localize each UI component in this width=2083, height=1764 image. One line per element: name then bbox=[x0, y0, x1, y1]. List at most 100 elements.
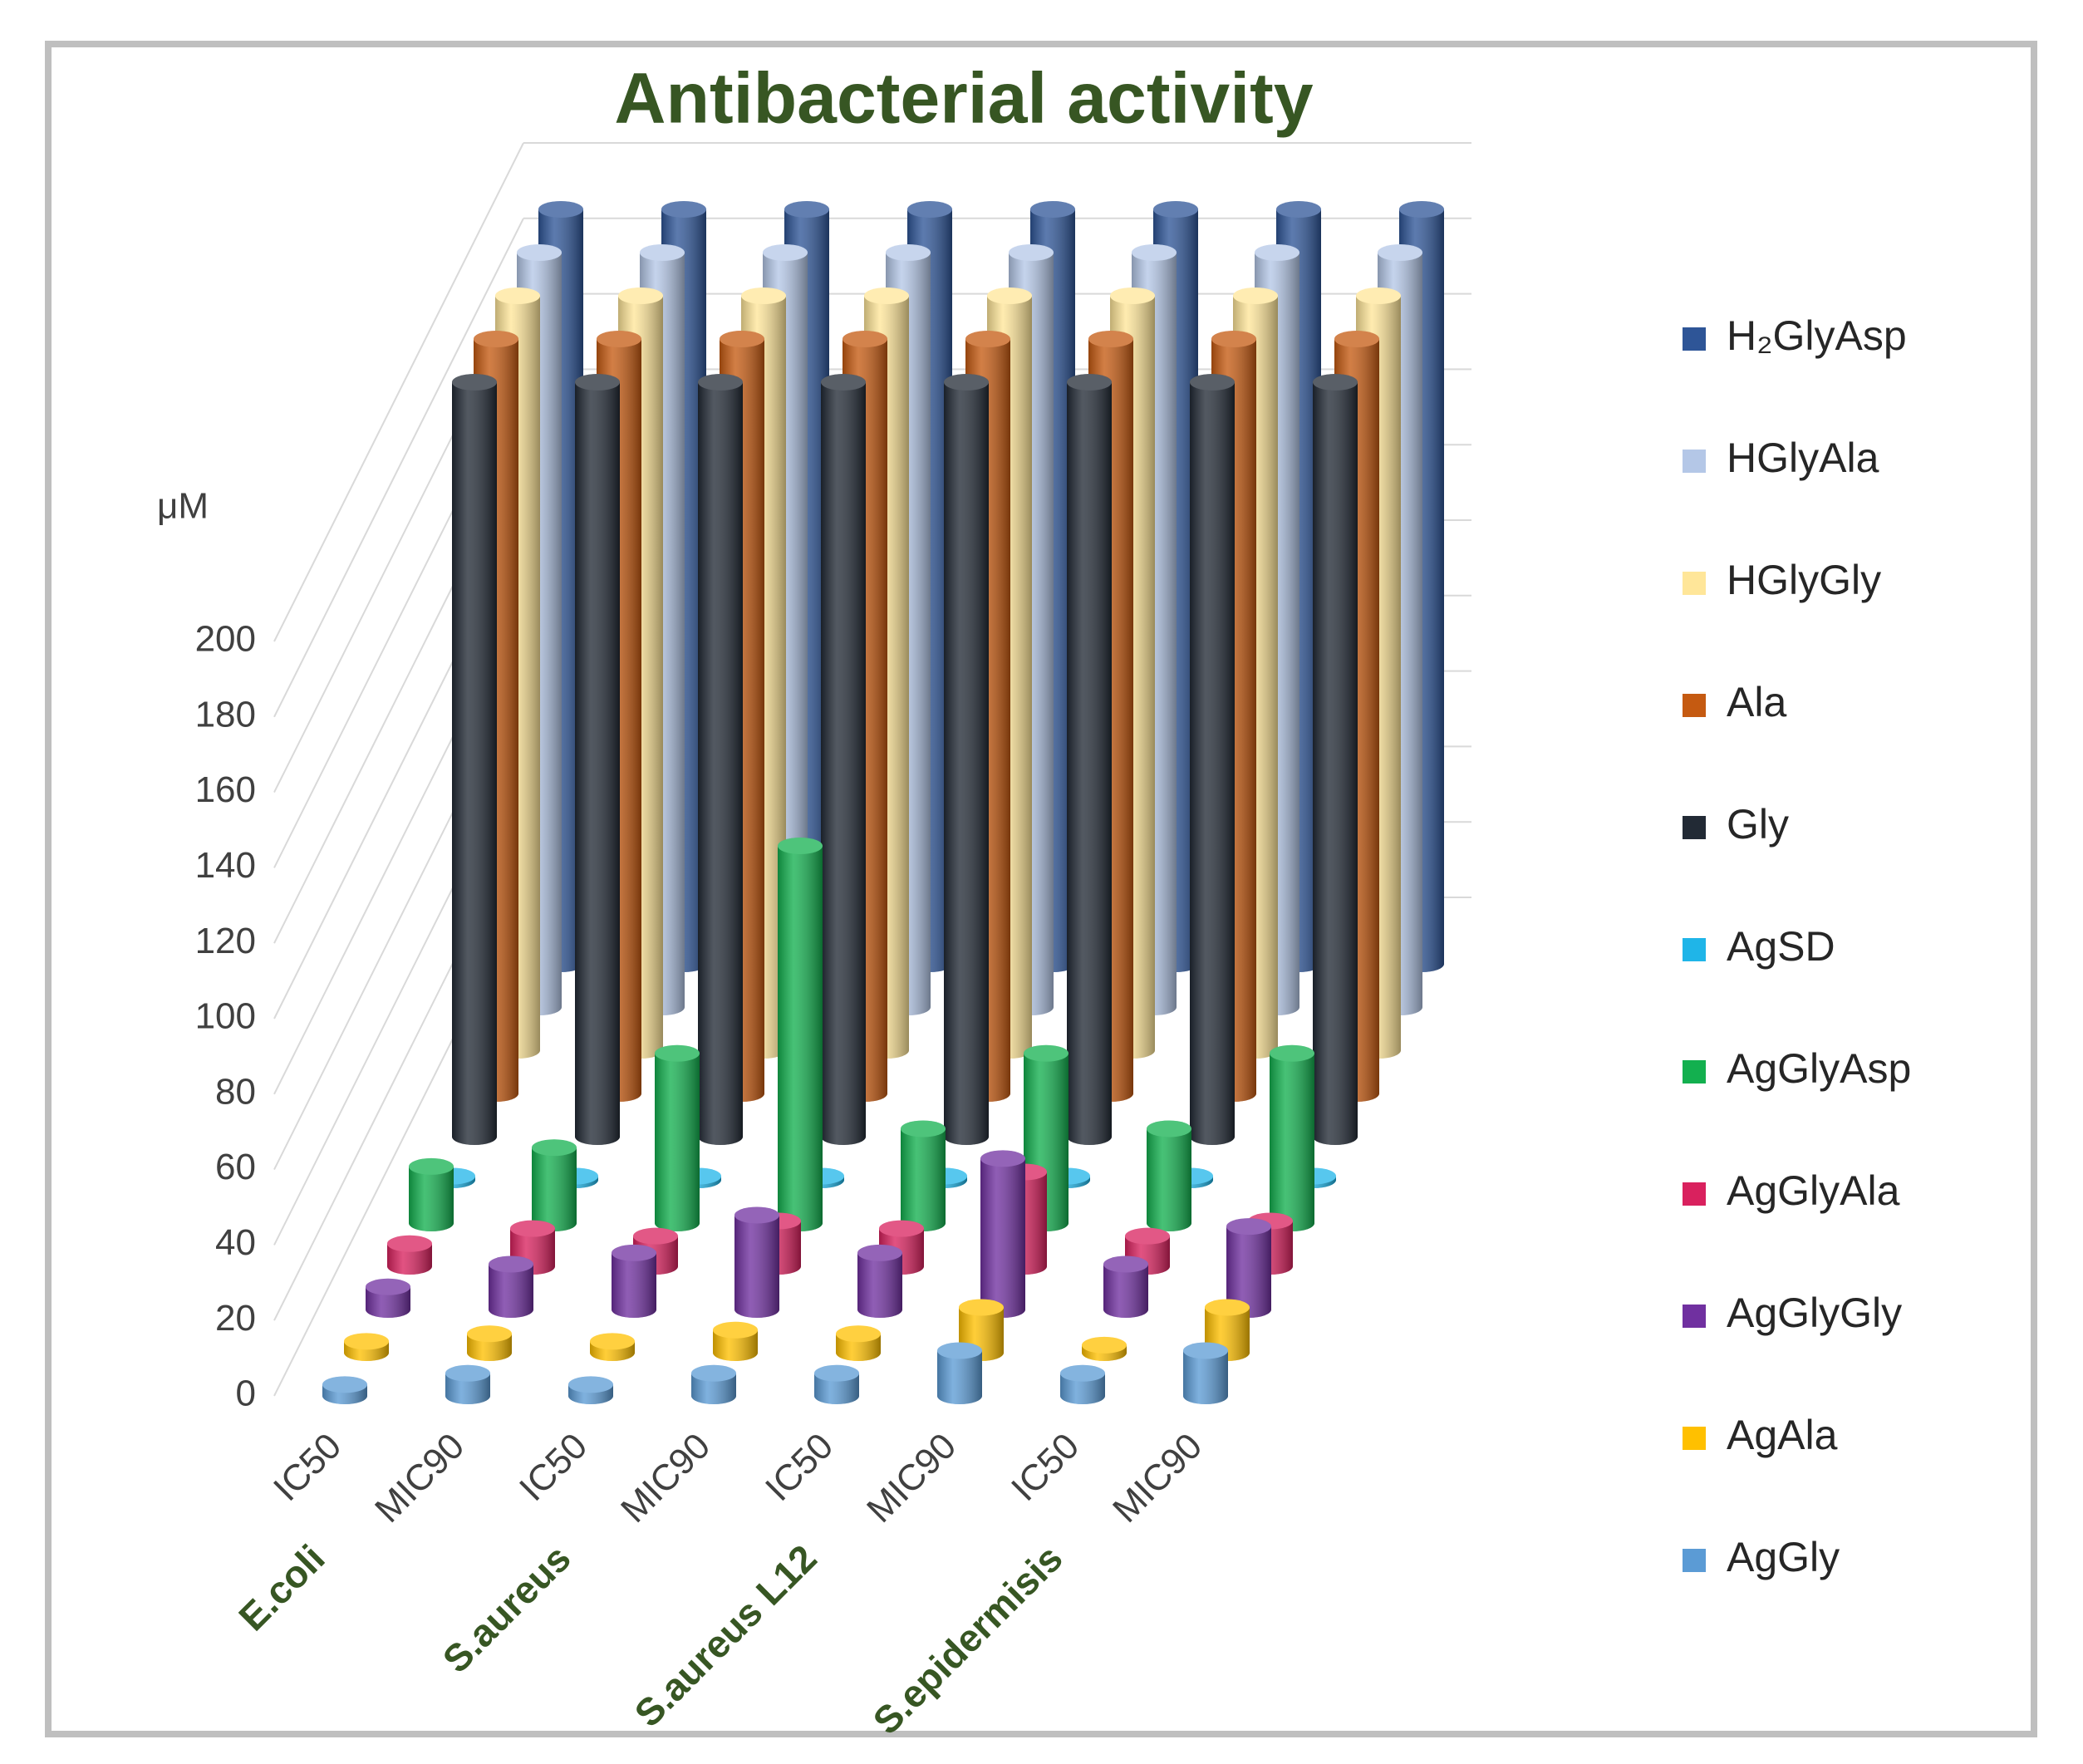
legend-label: HGlyGly bbox=[1727, 557, 1881, 603]
y-tick-label: 120 bbox=[195, 921, 256, 961]
cylinder bbox=[1270, 1044, 1314, 1231]
cylinder-top bbox=[538, 201, 583, 218]
cylinder-top bbox=[698, 374, 743, 391]
grid-line bbox=[273, 142, 524, 642]
cylinder-top-light bbox=[618, 287, 663, 304]
y-tick-label: 180 bbox=[195, 694, 256, 735]
cylinder-top-light bbox=[538, 201, 583, 218]
cylinder-top bbox=[1082, 1336, 1127, 1354]
legend-label: AgAla bbox=[1727, 1412, 1838, 1458]
legend-swatch bbox=[1683, 572, 1706, 595]
y-tick-label: 0 bbox=[236, 1373, 256, 1414]
cylinder-shade bbox=[612, 1252, 656, 1318]
cylinder-top bbox=[937, 1342, 982, 1359]
cylinder bbox=[778, 838, 823, 1231]
cylinder-top bbox=[907, 201, 952, 218]
cylinder-top-light bbox=[1147, 1120, 1191, 1138]
cylinder-top-light bbox=[691, 1364, 736, 1382]
cylinder-top-light bbox=[612, 1244, 656, 1261]
cylinder-top-light bbox=[1067, 374, 1112, 391]
cylinder-shade bbox=[698, 382, 743, 1145]
cylinder-top bbox=[633, 1227, 678, 1245]
grid-line bbox=[273, 218, 524, 718]
cylinder-top-light bbox=[409, 1157, 454, 1175]
cylinder bbox=[691, 1364, 736, 1404]
cylinder-shade bbox=[1190, 382, 1235, 1145]
cylinder-top bbox=[784, 201, 829, 218]
cylinder-top bbox=[495, 287, 540, 304]
y-axis-label: μM bbox=[157, 486, 209, 527]
legend: H₂GlyAsp HGlyAla HGlyGly Ala Gly AgSD AgGlyAsp… bbox=[1683, 312, 1911, 1580]
cylinder-top-light bbox=[1153, 201, 1198, 218]
cylinder-top-light bbox=[1088, 331, 1133, 347]
cylinder-top bbox=[1255, 244, 1299, 261]
cylinder-top bbox=[720, 331, 764, 347]
cylinder-top bbox=[452, 374, 497, 391]
cylinder-top bbox=[322, 1376, 367, 1393]
cylinder-shade bbox=[409, 1166, 454, 1231]
y-tick-label: 100 bbox=[195, 996, 256, 1037]
cylinder-shade bbox=[532, 1147, 577, 1231]
cylinder-top-light bbox=[517, 244, 562, 261]
cylinder-top-light bbox=[1378, 244, 1422, 261]
cylinder-top bbox=[879, 1220, 924, 1237]
cylinder bbox=[568, 1376, 613, 1404]
cylinder-top bbox=[763, 244, 808, 261]
cylinder-top bbox=[821, 374, 866, 391]
cylinder-top-light bbox=[633, 1227, 678, 1245]
y-tick-label: 140 bbox=[195, 845, 256, 886]
legend-swatch bbox=[1683, 1549, 1706, 1572]
legend-swatch bbox=[1683, 1060, 1706, 1083]
legend-label: HGlyAla bbox=[1727, 435, 1879, 481]
cylinder-top-light bbox=[944, 374, 989, 391]
cylinder-top-light bbox=[814, 1364, 859, 1382]
cylinder-top-light bbox=[1132, 244, 1177, 261]
legend-label: AgGlyAsp bbox=[1727, 1045, 1911, 1092]
cylinder-top bbox=[987, 287, 1032, 304]
cylinder bbox=[821, 374, 866, 1145]
y-tick-label: 60 bbox=[215, 1147, 256, 1187]
cylinder bbox=[734, 1206, 779, 1318]
cylinder-top bbox=[655, 1044, 700, 1062]
cylinder-top-light bbox=[763, 244, 808, 261]
cylinder bbox=[1226, 1218, 1271, 1318]
cylinder-top-light bbox=[857, 1244, 902, 1261]
cylinder-top-light bbox=[445, 1364, 490, 1382]
cylinder-top-light bbox=[489, 1255, 533, 1273]
cylinder-top bbox=[517, 244, 562, 261]
cylinder-top bbox=[532, 1139, 577, 1157]
cylinder-top bbox=[1276, 201, 1321, 218]
legend-swatch bbox=[1683, 816, 1706, 839]
cylinder-top-light bbox=[987, 287, 1032, 304]
cylinder-top-light bbox=[474, 331, 518, 347]
cylinder-top-light bbox=[907, 201, 952, 218]
legend-label: Gly bbox=[1727, 801, 1789, 848]
cylinder-top-light bbox=[1313, 374, 1358, 391]
cylinder-top-light bbox=[965, 331, 1010, 347]
chart-title: Antibacterial activity bbox=[614, 59, 1313, 139]
cylinder-top bbox=[366, 1278, 410, 1295]
cylinder-top-light bbox=[366, 1278, 410, 1295]
cylinder-top-light bbox=[590, 1333, 635, 1350]
y-tick-label: 80 bbox=[215, 1071, 256, 1112]
cylinder-shade bbox=[445, 1373, 490, 1404]
cylinder-top-light bbox=[575, 374, 620, 391]
cylinder-top bbox=[1226, 1218, 1271, 1236]
cylinder-shade bbox=[452, 382, 497, 1145]
legend-swatch bbox=[1683, 1182, 1706, 1206]
cylinder-top-light bbox=[784, 201, 829, 218]
cylinder-top-light bbox=[1110, 287, 1155, 304]
cylinder-top-light bbox=[1082, 1336, 1127, 1354]
cylinder-shade bbox=[387, 1243, 432, 1275]
cylinder bbox=[1147, 1120, 1191, 1231]
cylinder bbox=[366, 1278, 410, 1318]
cylinder-shade bbox=[1313, 382, 1358, 1145]
cylinder-shade bbox=[1226, 1226, 1271, 1318]
cylinder-shade bbox=[1147, 1128, 1191, 1231]
cylinder-top bbox=[1233, 287, 1278, 304]
cylinder-top bbox=[344, 1333, 389, 1350]
cylinder-top bbox=[886, 244, 931, 261]
cylinder-top-light bbox=[778, 838, 823, 854]
cylinder-top-light bbox=[597, 331, 641, 347]
